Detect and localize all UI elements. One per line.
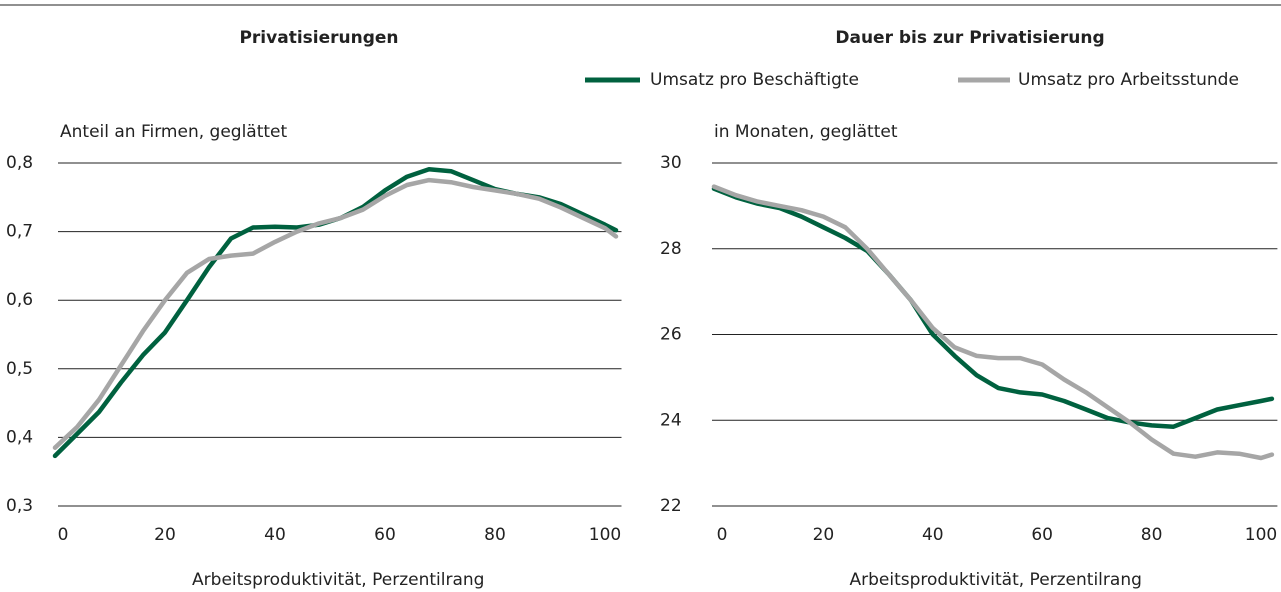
y-tick-label: 24 (660, 410, 682, 430)
line-series (711, 186, 1275, 429)
line-series (52, 166, 619, 459)
y-tick-label: 0,7 (6, 222, 33, 242)
x-tick-label: 80 (484, 525, 506, 545)
x-axis-label: Arbeitsproduktivität, Perzentilrang (849, 570, 1141, 590)
y-tick-label: 0,3 (6, 496, 33, 516)
chart-title: Privatisierungen (239, 28, 398, 48)
y-tick-label: 0,5 (6, 359, 33, 379)
legend-label: Umsatz pro Beschäftigte (650, 70, 859, 90)
y-tick-label: 0,8 (6, 153, 33, 173)
x-tick-label: 60 (374, 525, 396, 545)
y-tick-label: 30 (660, 153, 682, 173)
y-tick-label: 22 (660, 496, 682, 516)
y-tick-label: 28 (660, 239, 682, 259)
y-tick-label: 0,4 (6, 427, 33, 447)
x-tick-label: 40 (922, 525, 944, 545)
chart-title: Dauer bis zur Privatisierung (835, 28, 1104, 48)
x-tick-label: 100 (1245, 525, 1277, 545)
y-tick-label: 26 (660, 325, 682, 345)
x-tick-label: 20 (813, 525, 835, 545)
x-tick-label: 80 (1141, 525, 1163, 545)
x-tick-label: 20 (154, 525, 176, 545)
x-axis-label: Arbeitsproduktivität, Perzentilrang (192, 570, 484, 590)
y-axis-label: Anteil an Firmen, geglättet (60, 122, 288, 142)
y-tick-label: 0,6 (6, 290, 33, 310)
x-tick-label: 60 (1031, 525, 1053, 545)
y-axis-label: in Monaten, geglättet (714, 122, 898, 142)
x-tick-label: 40 (264, 525, 286, 545)
legend-label: Umsatz pro Arbeitsstunde (1018, 70, 1239, 90)
line-series (711, 184, 1275, 461)
line-series (52, 177, 619, 450)
x-tick-label: 0 (58, 525, 69, 545)
x-tick-label: 100 (589, 525, 621, 545)
x-tick-label: 0 (717, 525, 728, 545)
